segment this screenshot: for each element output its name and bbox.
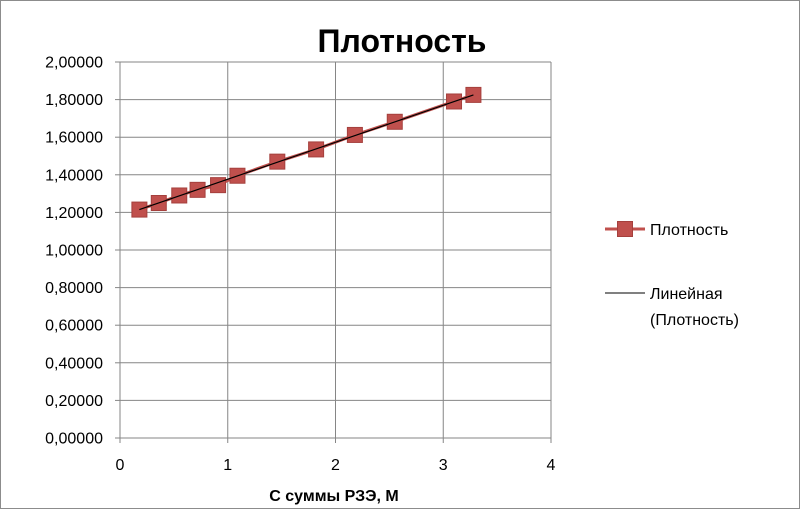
legend-series-label: Плотность	[650, 222, 728, 239]
y-tick-label: 2,00000	[45, 55, 103, 72]
y-tick-label: 0,20000	[45, 393, 103, 410]
y-tick-label: 1,00000	[45, 243, 103, 260]
x-tick-label: 1	[223, 457, 232, 474]
data-point	[346, 126, 363, 143]
y-tick-label: 1,80000	[45, 92, 103, 109]
y-tick-label: 1,40000	[45, 167, 103, 184]
y-tick-label: 0,00000	[45, 431, 103, 448]
plot-series	[131, 86, 482, 218]
x-tick-label: 3	[439, 457, 448, 474]
y-tick-label: 0,80000	[45, 280, 103, 297]
x-tick-label: 0	[116, 457, 125, 474]
axes	[115, 61, 552, 443]
x-axis-label: С суммы РЗЭ, М	[269, 488, 398, 505]
x-axis-ticks: 0 1 2 3 4	[116, 457, 556, 474]
y-tick-label: 0,60000	[45, 318, 103, 335]
gridlines	[120, 61, 552, 438]
legend-series-marker	[617, 221, 633, 237]
legend-trendline-label: Линейная	[650, 286, 723, 303]
x-tick-label: 4	[547, 457, 556, 474]
x-tick-label: 2	[331, 457, 340, 474]
data-point	[210, 177, 227, 194]
legend-trendline-label: (Плотность)	[650, 312, 739, 329]
y-tick-label: 1,20000	[45, 205, 103, 222]
y-tick-label: 1,60000	[45, 130, 103, 147]
y-tick-label: 0,40000	[45, 355, 103, 372]
trendline	[139, 94, 474, 211]
chart-title: Плотность	[318, 23, 487, 59]
y-axis-ticks: 0,00000 0,20000 0,40000 0,60000 0,80000 1,000…	[45, 55, 103, 448]
legend: Плотность Линейная (Плотность)	[605, 221, 739, 329]
